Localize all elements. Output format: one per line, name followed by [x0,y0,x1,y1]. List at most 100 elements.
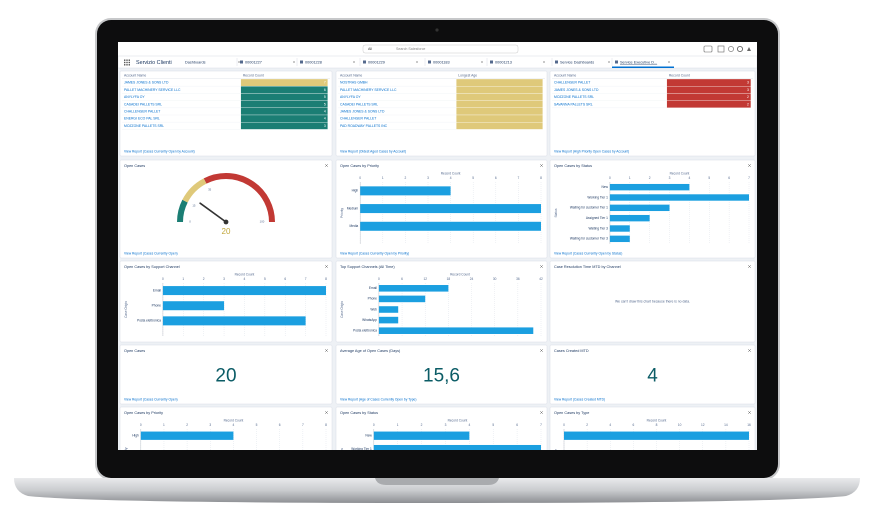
bar[interactable] [373,431,470,440]
widget-title: Open Cases by Priority [124,411,163,415]
row-cell [456,107,543,116]
nav-tab[interactable]: Service Dashboards [560,61,594,65]
account-link[interactable]: MOZZONE PALLETS SRL [124,124,164,128]
gauge-breakpoint: 35 [208,188,212,192]
account-link[interactable]: PALLET MACHINERY SERVICE LLC [124,88,181,92]
bar[interactable] [373,444,541,453]
account-link[interactable]: MOZZONE PALLETS SRL [554,95,594,99]
gauge-segment [177,199,188,223]
view-report-link[interactable]: View Report (Cases Currently Open by Pri… [340,251,409,255]
view-report-link[interactable]: View Report (High Priority Open Cases by… [554,149,629,153]
expand-icon[interactable] [747,163,752,168]
expand-icon[interactable] [324,163,329,168]
bar[interactable] [360,186,451,196]
add-icon[interactable] [717,45,725,53]
bar[interactable] [378,316,399,324]
account-link[interactable]: JAMES JONES & SONS LTD [340,109,385,113]
expand-icon[interactable] [539,163,544,168]
bar[interactable] [162,286,326,296]
account-link[interactable]: CASADEI PALLETS SRL [340,102,378,106]
bar[interactable] [378,285,449,292]
bar[interactable] [378,327,534,334]
view-report-link[interactable]: View Report (Cases Currently Open) [124,397,178,401]
nav-tab[interactable]: 00001228 [305,61,322,65]
expand-icon[interactable] [747,410,752,415]
bar[interactable] [609,225,630,232]
x-tick-label: 0 [140,423,142,427]
category-label: New [365,434,372,438]
favorites-icon[interactable] [703,45,713,53]
bar[interactable] [162,316,306,326]
account-link[interactable]: ENERGI ECO PAL SRL [124,117,160,121]
search-placeholder[interactable]: Search Salesforce [396,47,425,51]
column-header: Record Count [669,73,690,77]
x-tick-label: 5 [256,423,258,427]
cell-value: 7 [324,81,326,85]
bar[interactable] [609,214,650,222]
axis-title: Record Count [224,418,244,422]
notifications-icon[interactable] [747,47,751,51]
gauge-breakpoint: 0 [189,220,191,224]
x-tick-label: 4 [468,423,470,427]
setup-icon[interactable] [736,45,744,53]
bar[interactable] [360,221,541,231]
expand-icon[interactable] [539,264,544,269]
bar[interactable] [609,183,690,191]
x-tick-label: 2 [649,176,651,180]
expand-icon[interactable] [324,348,329,353]
laptop-base [14,478,860,503]
nav-tab[interactable]: 00001183 [433,61,450,65]
expand-icon[interactable] [747,348,752,353]
bar[interactable] [162,301,225,311]
view-report-link[interactable]: View Report (Age of Cases Currently Open… [340,397,416,401]
account-link[interactable]: NOSTRAS GMBH [340,81,368,85]
app-launcher[interactable] [124,59,130,66]
expand-icon[interactable] [747,264,752,269]
bar[interactable] [609,235,630,243]
bar[interactable] [140,431,234,440]
account-link[interactable]: CASADEI PALLETS SRL [124,102,162,106]
x-tick-label: 42 [539,277,543,281]
nav-tab[interactable]: 00001227 [245,61,262,65]
account-link[interactable]: CHALLENGER PALLET [124,109,160,113]
tab-icon [490,60,493,64]
view-report-link[interactable]: View Report (Cases Created MTD) [554,397,605,401]
cell-value: 4 [324,109,326,113]
widget-title: Open Cases [124,164,145,168]
bar[interactable] [360,204,541,214]
view-report-link[interactable]: View Report (Cases Currently Open by Acc… [124,149,195,153]
bar[interactable] [378,295,426,303]
view-report-link[interactable]: View Report (Cases Currently Open) [124,251,178,255]
account-link[interactable]: JAMES JONES & SONS LTD [124,81,169,85]
view-report-link[interactable]: View Report (Cases Currently Open by Sta… [554,251,622,255]
widget-title: Top Support Channels (All Time) [340,265,395,269]
bar[interactable] [609,194,749,201]
expand-icon[interactable] [539,348,544,353]
gauge-breakpoint: 100 [260,220,265,224]
nav-tab[interactable]: 00001213 [495,61,512,65]
account-link[interactable]: PAD ROADWAY PALLETS INC [340,124,388,128]
bar[interactable] [564,431,749,440]
search-scope[interactable]: All [368,47,372,51]
search-box[interactable] [362,44,519,54]
x-tick-label: 12 [701,423,705,427]
category-label: Assigned Tier 1 [586,216,608,220]
account-link[interactable]: SAVANNA PALLETS SRL [554,102,593,106]
nav-tab[interactable]: 00001229 [368,61,385,65]
nav-tab[interactable]: Service Executive D... [620,61,657,65]
expand-icon[interactable] [324,264,329,269]
bar[interactable] [378,306,399,313]
account-link[interactable]: JAMES JONES & SONS LTD [554,88,599,92]
account-link[interactable]: ANYLYFA OY [340,95,361,99]
account-link[interactable]: CHALLENGER PALLET [554,81,590,85]
account-link[interactable]: ANYLYFA OY [124,95,145,99]
x-tick-label: 2 [203,277,205,281]
expand-icon[interactable] [324,410,329,415]
bar[interactable] [609,204,670,212]
account-link[interactable]: CHALLENGER PALLET [340,117,376,121]
view-report-link[interactable]: View Report (Oldest Aged Cases by Accoun… [340,149,406,153]
help-icon[interactable] [728,46,734,52]
account-link[interactable]: PALLET MACHINERY SERVICE LLC [340,88,397,92]
expand-icon[interactable] [539,410,544,415]
nav-tab[interactable]: Dashboards [185,61,206,65]
